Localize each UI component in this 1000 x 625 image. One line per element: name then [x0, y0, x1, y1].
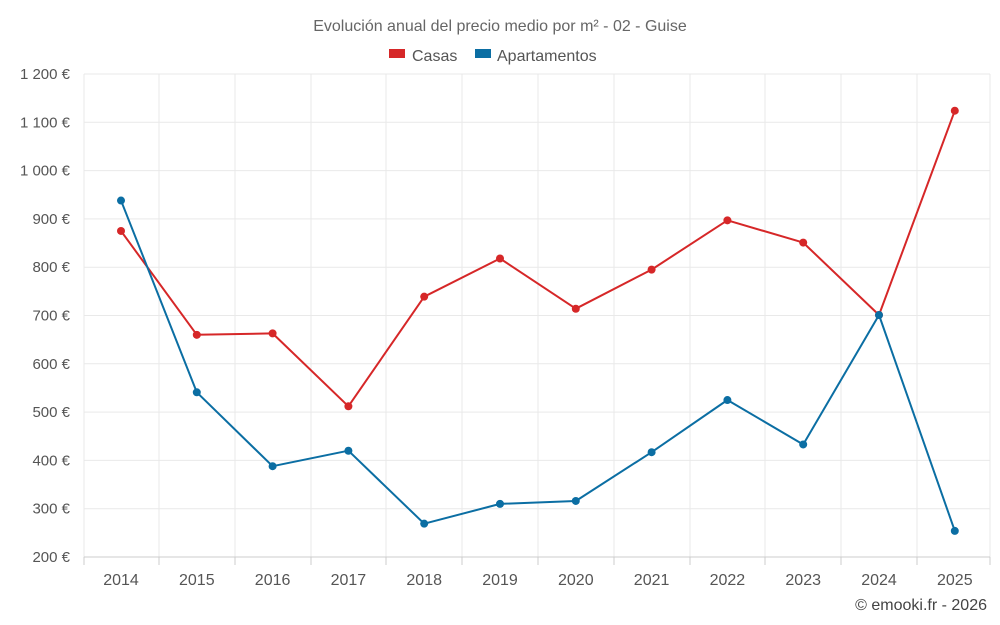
data-point-casas[interactable] — [344, 402, 353, 411]
x-tick-label: 2015 — [179, 572, 215, 589]
x-tick-label: 2014 — [103, 572, 139, 589]
legend-swatch-apartamentos[interactable] — [475, 49, 491, 58]
y-tick-label: 400 € — [32, 452, 70, 469]
data-point-apartamentos[interactable] — [571, 496, 580, 505]
data-point-casas[interactable] — [571, 304, 580, 313]
y-tick-label: 1 200 € — [20, 66, 71, 83]
data-point-apartamentos[interactable] — [496, 499, 504, 508]
chart-legend: Casas Apartamentos — [389, 48, 597, 65]
data-point-casas[interactable] — [950, 106, 959, 115]
y-tick-label: 600 € — [32, 356, 70, 373]
data-point-apartamentos[interactable] — [420, 519, 429, 528]
x-tick-label: 2022 — [710, 572, 746, 589]
y-tick-label: 200 € — [32, 549, 70, 566]
x-tick-label: 2025 — [937, 572, 973, 589]
x-tick-label: 2020 — [558, 572, 594, 589]
data-point-casas[interactable] — [799, 238, 808, 247]
legend-label-apartamentos[interactable]: Apartamentos — [497, 48, 597, 65]
data-point-apartamentos[interactable] — [723, 396, 732, 405]
y-axis: 200 € 300 € 400 € 500 € 600 € 700 € 800 € 900 €… — [20, 66, 71, 566]
y-tick-label: 800 € — [32, 259, 70, 276]
y-tick-label: 900 € — [32, 211, 70, 228]
x-tick-label: 2016 — [255, 572, 291, 589]
y-tick-label: 1 100 € — [20, 114, 71, 131]
data-series — [117, 106, 959, 535]
data-point-apartamentos[interactable] — [117, 196, 125, 205]
legend-label-casas[interactable]: Casas — [412, 48, 457, 65]
data-point-casas[interactable] — [268, 329, 277, 338]
x-tick-label: 2019 — [482, 572, 518, 589]
data-point-apartamentos[interactable] — [799, 440, 808, 449]
series-line-casas — [120, 110, 956, 408]
x-tick-label: 2018 — [406, 572, 442, 589]
data-point-apartamentos[interactable] — [192, 388, 201, 397]
data-point-apartamentos[interactable] — [950, 526, 959, 535]
data-point-apartamentos[interactable] — [875, 311, 883, 320]
y-tick-label: 500 € — [32, 404, 70, 421]
grid-lines — [83, 73, 991, 557]
data-point-apartamentos[interactable] — [647, 448, 656, 457]
x-tick-label: 2017 — [331, 572, 367, 589]
chart-title: Evolución anual del precio medio por m² … — [313, 18, 687, 35]
x-tick-label: 2021 — [634, 572, 670, 589]
data-point-casas[interactable] — [647, 265, 656, 274]
y-tick-label: 1 000 € — [20, 163, 71, 180]
x-tick-label: 2023 — [785, 572, 821, 589]
x-axis: 2014 2015 2016 2017 2018 2019 2020 2021 2022 2023… — [83, 556, 991, 589]
data-point-casas[interactable] — [496, 254, 504, 263]
x-tick-label: 2024 — [861, 572, 897, 589]
data-point-apartamentos[interactable] — [344, 446, 353, 455]
data-point-casas[interactable] — [723, 216, 732, 225]
legend-swatch-casas[interactable] — [389, 49, 405, 58]
data-point-casas[interactable] — [192, 330, 201, 339]
series-line-apartamentos — [120, 200, 956, 532]
data-point-apartamentos[interactable] — [268, 462, 277, 471]
credit-text: © emooki.fr - 2026 — [855, 597, 987, 614]
data-point-casas[interactable] — [420, 292, 429, 301]
data-point-casas[interactable] — [117, 226, 125, 235]
y-tick-label: 300 € — [32, 501, 70, 518]
y-tick-label: 700 € — [32, 308, 70, 325]
